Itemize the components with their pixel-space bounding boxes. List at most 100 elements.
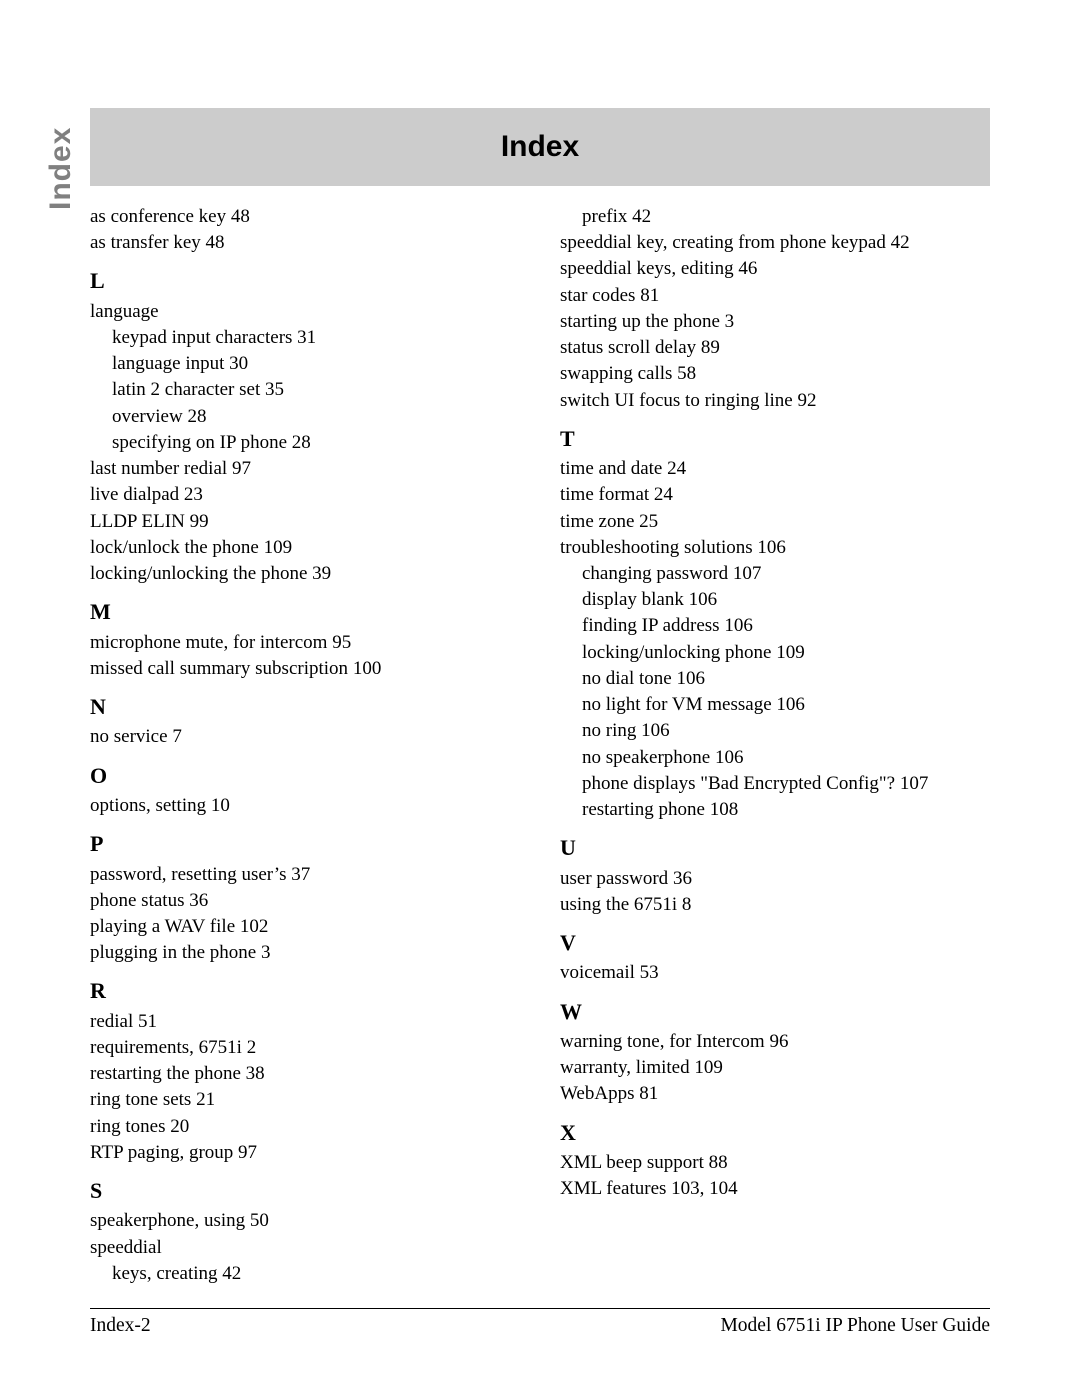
index-entry-page: 38 <box>241 1063 265 1084</box>
index-entry: options, setting10 <box>90 793 520 819</box>
index-entry-page: 3 <box>720 311 734 332</box>
index-entry: microphone mute, for intercom95 <box>90 630 520 656</box>
index-entry: restarting the phone38 <box>90 1061 520 1087</box>
index-entry: redial51 <box>90 1009 520 1035</box>
index-entry-text: user password <box>560 868 668 889</box>
index-entry: as conference key48 <box>90 204 520 230</box>
index-entry-text: RTP paging, group <box>90 1142 233 1163</box>
index-entry-page: 51 <box>133 1011 157 1032</box>
index-entry-page: 106 <box>672 668 705 689</box>
index-entry-text: no service <box>90 726 168 747</box>
index-entry-text: language input <box>112 353 224 374</box>
index-entry: status scroll delay89 <box>560 335 990 361</box>
title-bar: Index <box>90 108 990 186</box>
index-entry-text: live dialpad <box>90 484 179 505</box>
index-entry-text: missed call summary subscription <box>90 658 348 679</box>
index-entry-text: keys, creating <box>112 1263 218 1284</box>
index-entry-page: 106 <box>684 589 717 610</box>
index-entry-page: 107 <box>728 563 761 584</box>
index-entry: missed call summary subscription100 <box>90 656 520 682</box>
index-entry-text: speeddial key, creating from phone keypa… <box>560 232 886 253</box>
index-entry-page: 30 <box>224 353 248 374</box>
index-entry-page: 97 <box>233 1142 257 1163</box>
index-entry-page: 107 <box>895 773 928 794</box>
index-entry-page: 58 <box>672 363 696 384</box>
index-entry-page: 106 <box>636 720 669 741</box>
index-entry: starting up the phone3 <box>560 309 990 335</box>
index-entry-text: password, resetting user’s <box>90 864 286 885</box>
index-entry-page: 102 <box>235 916 268 937</box>
index-entry-text: speakerphone, using <box>90 1210 245 1231</box>
index-entry: warning tone, for Intercom96 <box>560 1029 990 1055</box>
index-entry-page: 42 <box>218 1263 242 1284</box>
index-letter: U <box>560 833 990 863</box>
index-entry: last number redial97 <box>90 456 520 482</box>
index-entry-page: 106 <box>720 615 753 636</box>
index-entry-page: 92 <box>793 390 817 411</box>
index-entry-page: 37 <box>286 864 310 885</box>
index-entry-page: 24 <box>662 458 686 479</box>
index-entry-page: 95 <box>327 632 351 653</box>
index-entry-text: phone status <box>90 890 184 911</box>
index-entry-page: 2 <box>242 1037 256 1058</box>
index-entry: star codes81 <box>560 283 990 309</box>
index-entry-text: restarting phone <box>582 799 705 820</box>
index-entry-page: 7 <box>168 726 182 747</box>
index-entry-text: plugging in the phone <box>90 942 256 963</box>
index-entry: language <box>90 299 520 325</box>
index-letter: X <box>560 1118 990 1148</box>
index-entry-page: 81 <box>634 1083 658 1104</box>
index-entry-text: locking/unlocking the phone <box>90 563 307 584</box>
index-entry: plugging in the phone3 <box>90 940 520 966</box>
index-entry-page: 103, 104 <box>666 1178 737 1199</box>
index-entry-text: no speakerphone <box>582 747 710 768</box>
page: Index Index as conference key48as transf… <box>0 0 1080 1397</box>
index-entry-page: 48 <box>201 232 225 253</box>
index-entry-text: requirements, 6751i <box>90 1037 242 1058</box>
index-entry-page: 106 <box>710 747 743 768</box>
index-columns: as conference key48as transfer key48Llan… <box>90 204 990 1287</box>
index-entry-text: time and date <box>560 458 662 479</box>
index-entry-text: speeddial keys, editing <box>560 258 734 279</box>
index-entry-page: 42 <box>627 206 651 227</box>
index-entry-page: 28 <box>287 432 311 453</box>
index-entry-text: lock/unlock the phone <box>90 537 259 558</box>
index-entry: time and date24 <box>560 456 990 482</box>
index-entry-text: no light for VM message <box>582 694 772 715</box>
index-entry-page: 88 <box>704 1152 728 1173</box>
index-entry: locking/unlocking the phone39 <box>90 561 520 587</box>
index-entry-page: 96 <box>765 1031 789 1052</box>
index-entry: no service7 <box>90 724 520 750</box>
index-entry-page: 10 <box>206 795 230 816</box>
index-entry-text: XML beep support <box>560 1152 704 1173</box>
index-entry-page: 36 <box>668 868 692 889</box>
index-entry: phone displays "Bad Encrypted Config"?10… <box>582 771 990 797</box>
index-entry: XML features103, 104 <box>560 1176 990 1202</box>
index-entry: overview28 <box>112 404 520 430</box>
index-letter: R <box>90 976 520 1006</box>
index-entry-text: microphone mute, for intercom <box>90 632 327 653</box>
index-entry-page: 42 <box>886 232 910 253</box>
index-entry-page: 53 <box>635 962 659 983</box>
index-entry-page: 100 <box>348 658 381 679</box>
index-entry: lock/unlock the phone109 <box>90 535 520 561</box>
index-entry-page: 46 <box>734 258 758 279</box>
index-entry-text: overview <box>112 406 183 427</box>
index-entry: live dialpad23 <box>90 482 520 508</box>
index-entry: changing password107 <box>582 561 990 587</box>
index-entry-text: no ring <box>582 720 636 741</box>
index-letter: T <box>560 424 990 454</box>
index-entry-text: using the 6751i <box>560 894 677 915</box>
index-entry-text: starting up the phone <box>560 311 720 332</box>
index-entry-page: 39 <box>307 563 331 584</box>
index-entry-text: display blank <box>582 589 684 610</box>
index-entry: prefix42 <box>582 204 990 230</box>
index-letter: M <box>90 597 520 627</box>
index-entry: speakerphone, using50 <box>90 1208 520 1234</box>
index-entry-text: warning tone, for Intercom <box>560 1031 765 1052</box>
index-entry: no dial tone106 <box>582 666 990 692</box>
index-entry-text: status scroll delay <box>560 337 696 358</box>
index-column-right: prefix42speeddial key, creating from pho… <box>560 204 990 1287</box>
index-entry-text: as transfer key <box>90 232 201 253</box>
index-entry-text: WebApps <box>560 1083 634 1104</box>
